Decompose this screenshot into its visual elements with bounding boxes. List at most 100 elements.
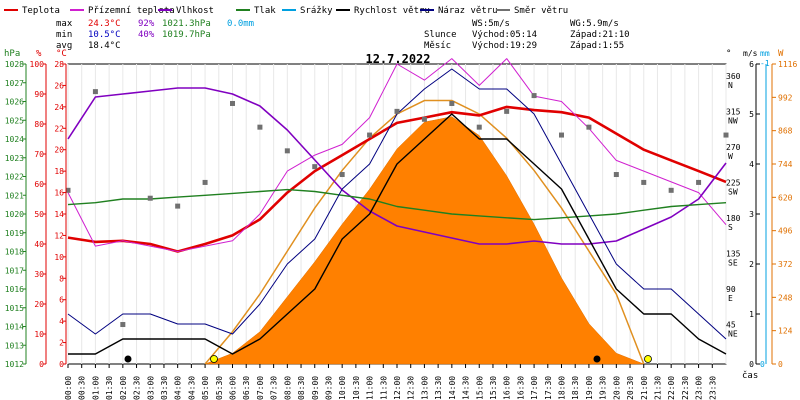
wind-direction-point (284, 148, 290, 154)
solar-tick-label: 868 (778, 127, 793, 136)
dir-tick-deg: 225 (726, 178, 741, 187)
time-tick-label: 03:00 (146, 376, 155, 400)
pct-tick-label: 80 (34, 120, 44, 129)
rain-unit: mm (760, 49, 770, 58)
stats-max-press: 1021.3hPa (162, 19, 211, 29)
hpa-tick-label: 1023 (5, 154, 24, 163)
celsius-tick-label: 14 (54, 210, 64, 219)
dir-tick-deg: 180 (726, 214, 741, 223)
time-tick-label: 20:30 (626, 376, 635, 400)
time-tick-label: 01:30 (105, 376, 114, 400)
wind-direction-point (476, 124, 482, 130)
sunset-marker (644, 355, 652, 363)
hpa-tick-label: 1018 (5, 248, 24, 257)
hpa-tick-label: 1012 (5, 360, 24, 369)
wind-direction-point (504, 108, 510, 114)
time-tick-label: 16:00 (503, 376, 512, 400)
celsius-tick-label: 24 (54, 103, 64, 112)
series-line (67, 87, 727, 245)
time-tick-label: 22:30 (681, 376, 690, 400)
pct-tick-label: 10 (34, 330, 44, 339)
time-tick-label: 23:30 (708, 376, 717, 400)
legend-label: Srážky (300, 6, 333, 16)
solar-tick-label: 496 (778, 227, 793, 236)
stats-max-hum: 92% (138, 19, 155, 29)
pct-tick-label: 50 (34, 210, 44, 219)
pct-tick-label: 90 (34, 90, 44, 99)
hpa-tick-label: 1027 (5, 79, 24, 88)
legend-label: Rychlost větru (354, 6, 430, 16)
time-tick-label: 13:00 (420, 376, 429, 400)
legend-label: Vlhkost (176, 6, 214, 16)
series-line (67, 58, 727, 252)
series-lines (67, 58, 727, 355)
dir-tick-deg: 270 (726, 143, 741, 152)
celsius-tick-label: 0 (59, 360, 64, 369)
stats-max-temp: 24.3°C (88, 19, 121, 29)
solar-area (204, 99, 645, 365)
wind-tick-label: 0 (749, 360, 754, 369)
legend-label: Směr větru (514, 6, 568, 16)
moon-label: Měsíc (424, 41, 451, 51)
pct-tick-label: 40 (34, 240, 44, 249)
time-axis-label: čas (742, 370, 758, 381)
time-tick-label: 16:30 (516, 376, 525, 400)
wind-direction-point (696, 179, 702, 185)
time-tick-label: 08:00 (283, 376, 292, 400)
time-tick-label: 09:30 (324, 376, 333, 400)
hpa-tick-label: 1025 (5, 116, 24, 125)
dir-tick-label: E (728, 294, 733, 303)
wind-tick-label: 1 (749, 310, 754, 319)
dir-unit: ° (726, 49, 731, 59)
hpa-tick-label: 1028 (5, 60, 24, 69)
solar-tick-label: 620 (778, 193, 793, 202)
moon-rise-marker (593, 355, 601, 363)
time-tick-label: 10:30 (352, 376, 361, 400)
legend-label: Přízemní teplota (88, 6, 175, 16)
hpa-unit: hPa (4, 49, 20, 59)
celsius-tick-label: 8 (59, 274, 64, 283)
pct-tick-label: 70 (34, 150, 44, 159)
rain-tick-label: 0 (760, 360, 765, 369)
dir-tick-label: N (728, 81, 733, 90)
time-tick-label: 07:30 (270, 376, 279, 400)
time-tick-label: 00:00 (64, 376, 73, 400)
hpa-tick-label: 1024 (5, 135, 24, 144)
dir-tick-label: NW (728, 116, 738, 125)
dir-tick-deg: 135 (726, 249, 741, 258)
wind-direction-point (312, 164, 318, 170)
time-tick-label: 15:30 (489, 376, 498, 400)
wind-direction-point (586, 124, 592, 130)
pct-tick-label: 60 (34, 180, 44, 189)
legend: Teplota Přízemní teplota Vlhkost Tlak Srážky… (4, 6, 568, 16)
stats-avg-temp: 18.4°C (88, 41, 121, 51)
wind-direction-point (531, 93, 537, 99)
time-tick-label: 21:00 (640, 376, 649, 400)
hpa-tick-label: 1014 (5, 323, 24, 332)
wind-tick-label: 2 (749, 260, 754, 269)
wind-direction-point (613, 172, 619, 178)
solar-tick-label: 744 (778, 160, 793, 169)
wind-tick-label: 5 (749, 110, 754, 119)
solar-tick-label: 1116 (778, 60, 797, 69)
dir-tick-label: SE (728, 258, 738, 267)
solar-tick-label: 124 (778, 327, 793, 336)
legend-label: Tlak (254, 6, 276, 16)
chart-title: 12.7.2022 (365, 52, 430, 66)
wind-direction-point (394, 108, 400, 114)
dir-tick-label: S (728, 223, 733, 232)
sunrise-marker (210, 355, 218, 363)
wind-direction-point (339, 172, 345, 178)
moon-set-marker (124, 355, 132, 363)
time-tick-label: 18:30 (571, 376, 580, 400)
time-tick-label: 15:00 (475, 376, 484, 400)
celsius-tick-label: 20 (54, 146, 64, 155)
hpa-tick-label: 1013 (5, 341, 24, 350)
time-tick-label: 19:00 (585, 376, 594, 400)
wind-direction-point (421, 116, 427, 122)
sun-set: Západ:21:10 (570, 30, 630, 40)
wind-direction-point (559, 132, 564, 138)
wind-direction-point (147, 195, 153, 201)
time-tick-label: 10:00 (338, 376, 347, 400)
